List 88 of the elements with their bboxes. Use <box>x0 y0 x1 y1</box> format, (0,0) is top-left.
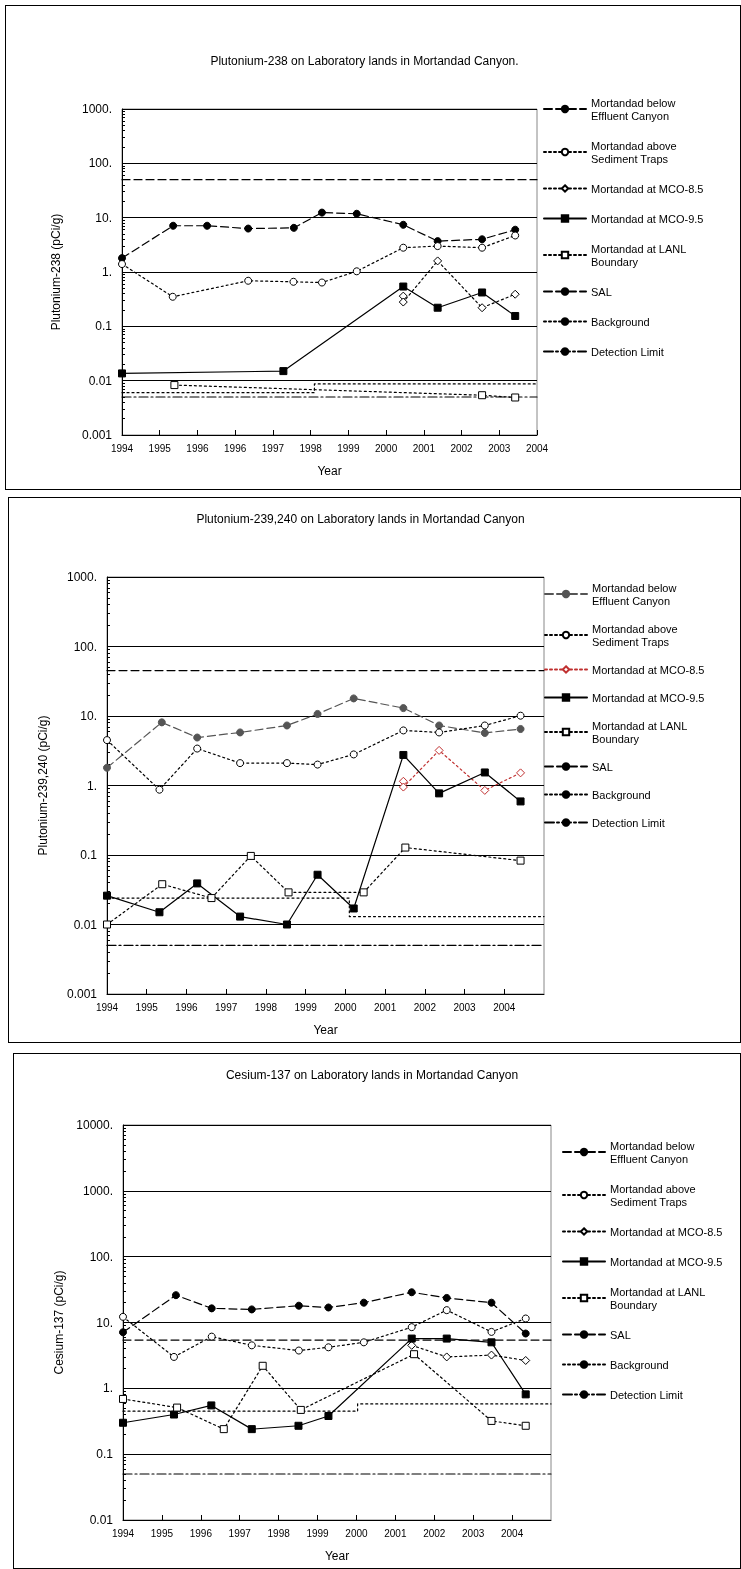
legend-label: Mortandad at LANL Boundary <box>591 242 690 268</box>
x-tick-label: 1995 <box>148 442 172 454</box>
x-tick-label: 2000 <box>334 1001 357 1013</box>
x-tick-label: 1999 <box>294 1001 318 1013</box>
y-axis-title: Plutonium-238 (pCi/g) <box>49 213 63 331</box>
y-tick-label: 1000. <box>66 570 97 584</box>
x-tick-label: 1997 <box>228 1527 252 1539</box>
legend-label: Mortandad at MCO-8.5 <box>610 1225 723 1238</box>
y-tick-label: 100. <box>89 1249 113 1264</box>
x-tick-label: 1995 <box>150 1527 174 1539</box>
x-tick-label: 2002 <box>423 1527 446 1539</box>
legend-label: Mortandad above Sediment Traps <box>591 139 680 165</box>
y-tick-label: 100. <box>73 639 97 654</box>
x-tick-label: 2004 <box>500 1527 524 1539</box>
x-axis-title: Year <box>324 1549 350 1563</box>
y-axis-title: Cesium-137 (pCi/g) <box>52 1270 66 1375</box>
x-tick-label: 1999 <box>337 442 360 454</box>
y-tick-label: 0.01 <box>88 373 113 388</box>
legend-label: Detection Limit <box>592 816 665 829</box>
x-tick-label: 1996 <box>189 1527 213 1539</box>
y-tick-label: 1000. <box>82 1183 113 1198</box>
legend-label: Background <box>610 1358 669 1371</box>
y-tick-label: 10000. <box>76 1118 113 1132</box>
legend-label: Background <box>591 315 650 328</box>
y-tick-label: 1. <box>86 778 97 793</box>
x-tick-label: 2004 <box>525 442 549 454</box>
x-tick-label: 1999 <box>306 1527 330 1539</box>
x-tick-label: 2000 <box>345 1527 369 1539</box>
x-tick-label: 2001 <box>412 442 436 454</box>
y-tick-label: 100. <box>88 156 112 171</box>
x-tick-label: 1994 <box>95 1001 119 1013</box>
x-tick-label: 2003 <box>462 1527 485 1539</box>
x-tick-label: 1998 <box>267 1527 291 1539</box>
legend-label: Mortandad at MCO-9.5 <box>610 1255 723 1268</box>
y-tick-label: 0.01 <box>73 917 98 932</box>
x-tick-label: 1997 <box>261 442 285 454</box>
x-tick-label: 1997 <box>215 1001 238 1013</box>
legend-label: Mortandad above Sediment Traps <box>592 622 681 648</box>
legend-label: Mortandad at LANL Boundary <box>592 719 691 745</box>
x-tick-label: 1998 <box>299 442 323 454</box>
x-tick-label: 2001 <box>373 1001 397 1013</box>
y-tick-label: 10. <box>80 709 97 723</box>
x-axis-title: Year <box>317 464 342 478</box>
legend-label: Mortandad below Effluent Canyon <box>591 96 679 122</box>
legend-label: Background <box>592 788 651 801</box>
x-tick-label: 1995 <box>135 1001 159 1013</box>
y-tick-label: 10. <box>96 1315 113 1330</box>
x-tick-label: 2000 <box>374 442 398 454</box>
x-tick-label: 1996 <box>224 442 247 454</box>
y-tick-label: 1. <box>101 265 112 279</box>
x-tick-label: 2003 <box>488 442 511 454</box>
legend-label: SAL <box>591 285 612 298</box>
chart-title: Cesium-137 on Laboratory lands in Mortandad Canyon <box>225 1068 519 1082</box>
legend-label: SAL <box>592 760 613 773</box>
legend-label: Mortandad at MCO-8.5 <box>592 663 705 676</box>
x-tick-label: 2003 <box>453 1001 477 1013</box>
legend-label: Detection Limit <box>610 1388 683 1401</box>
y-tick-label: 0.1 <box>95 319 113 334</box>
x-tick-label: 1996 <box>186 442 210 454</box>
legend-label: Mortandad at MCO-8.5 <box>591 182 704 195</box>
x-tick-label: 2002 <box>413 1001 437 1013</box>
legend-label: SAL <box>610 1328 631 1341</box>
x-tick-label: 2001 <box>384 1527 407 1539</box>
legend-label: Mortandad above Sediment Traps <box>610 1182 699 1208</box>
x-tick-label: 1996 <box>175 1001 199 1013</box>
y-tick-label: 1000. <box>81 102 112 116</box>
y-tick-label: 0.1 <box>80 848 98 862</box>
y-axis-title: Plutonium-239,240 (pCi/g) <box>36 715 50 856</box>
x-tick-label: 1998 <box>254 1001 278 1013</box>
x-tick-label: 1994 <box>111 1527 135 1539</box>
x-tick-label: 2004 <box>493 1001 516 1013</box>
legend-label: Mortandad at MCO-9.5 <box>591 212 704 225</box>
legend-label: Detection Limit <box>591 345 664 358</box>
chart-title: Plutonium-238 on Laboratory lands in Mortandad Canyon. <box>210 54 519 68</box>
x-tick-label: 2002 <box>450 442 474 454</box>
x-tick-label: 1994 <box>110 442 134 454</box>
chart-title: Plutonium-239,240 on Laboratory lands in Mortandad Canyon <box>196 512 525 526</box>
y-tick-label: 0.001 <box>66 987 98 1001</box>
legend-label: Mortandad below Effluent Canyon <box>592 581 680 607</box>
y-tick-label: 1. <box>102 1381 113 1396</box>
legend-label: Mortandad at MCO-9.5 <box>592 691 705 704</box>
y-tick-label: 0.1 <box>96 1447 114 1462</box>
y-tick-label: 0.01 <box>89 1513 114 1527</box>
y-tick-label: 10. <box>95 210 112 225</box>
legend-label: Mortandad at LANL Boundary <box>610 1285 709 1311</box>
y-tick-label: 0.001 <box>81 428 113 442</box>
legend-label: Mortandad below Effluent Canyon <box>610 1139 698 1165</box>
x-axis-title: Year <box>313 1023 338 1037</box>
